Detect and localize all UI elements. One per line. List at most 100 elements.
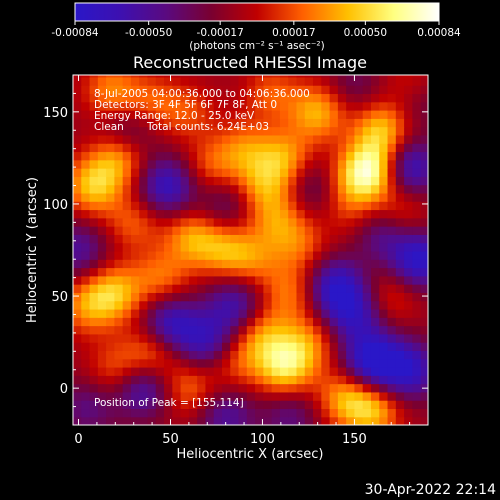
heatmap-cell bbox=[304, 168, 314, 177]
heatmap-cell bbox=[313, 350, 322, 360]
heatmap-cell bbox=[188, 85, 198, 95]
heatmap-cell bbox=[180, 275, 190, 285]
heatmap-cell bbox=[73, 317, 82, 327]
heatmap-cell bbox=[205, 333, 215, 343]
heatmap-cell bbox=[279, 176, 289, 186]
heatmap-cell bbox=[97, 126, 107, 136]
heatmap-cell bbox=[346, 101, 356, 111]
heatmap-cell bbox=[321, 93, 331, 103]
heatmap-cell bbox=[221, 184, 231, 194]
heatmap-cell bbox=[296, 325, 306, 335]
heatmap-cell bbox=[420, 126, 428, 136]
heatmap-cell bbox=[180, 217, 190, 227]
heatmap-cell bbox=[420, 250, 428, 260]
heatmap-cell bbox=[354, 333, 364, 343]
heatmap-cell bbox=[221, 151, 231, 161]
heatmap-cell bbox=[337, 151, 347, 161]
heatmap-cell bbox=[230, 184, 240, 194]
heatmap-cell bbox=[230, 391, 240, 401]
heatmap-cell bbox=[188, 76, 198, 86]
heatmap-cell bbox=[130, 267, 140, 277]
heatmap-cell bbox=[279, 342, 289, 351]
heatmap-cell bbox=[114, 300, 124, 310]
heatmap-cell bbox=[205, 76, 215, 86]
heatmap-cell bbox=[346, 275, 356, 285]
heatmap-cell bbox=[164, 342, 173, 351]
heatmap-cell bbox=[321, 126, 331, 136]
heatmap-cell bbox=[271, 292, 281, 302]
heatmap-cell bbox=[404, 151, 413, 161]
heatmap-cell bbox=[279, 267, 289, 277]
heatmap-cell bbox=[180, 101, 190, 111]
heatmap-cell bbox=[263, 101, 273, 111]
heatmap-cell bbox=[429, 276, 438, 285]
heatmap-cell bbox=[263, 308, 273, 318]
heatmap-cell bbox=[89, 93, 99, 103]
heatmap-cell bbox=[147, 201, 157, 211]
heatmap-cell bbox=[263, 408, 273, 418]
heatmap-cell bbox=[255, 234, 264, 244]
heatmap-cell bbox=[329, 375, 339, 385]
heatmap-cell bbox=[296, 184, 306, 194]
heatmap-cell bbox=[106, 391, 115, 401]
heatmap-cell bbox=[238, 184, 248, 194]
heatmap-cell bbox=[321, 192, 331, 202]
heatmap-cell bbox=[106, 383, 115, 393]
heatmap-cell bbox=[164, 358, 173, 368]
heatmap-cell bbox=[114, 325, 124, 335]
heatmap-cell bbox=[255, 85, 264, 95]
heatmap-cell bbox=[420, 391, 428, 401]
heatmap-cell bbox=[279, 101, 289, 111]
heatmap-cell bbox=[73, 267, 82, 277]
heatmap-cell bbox=[122, 93, 132, 103]
heatmap-cell bbox=[370, 75, 380, 78]
heatmap-cell bbox=[172, 358, 182, 368]
heatmap-cell bbox=[321, 342, 331, 351]
heatmap-cell bbox=[296, 226, 306, 235]
heatmap-cell bbox=[180, 292, 190, 302]
heatmap-cell bbox=[321, 383, 331, 393]
heatmap-cell bbox=[404, 76, 413, 86]
heatmap-cell bbox=[313, 325, 322, 335]
heatmap-cell bbox=[197, 267, 207, 277]
heatmap-cell bbox=[246, 383, 256, 393]
heatmap-cell bbox=[246, 101, 256, 111]
heatmap-cell bbox=[387, 226, 397, 235]
heatmap-cell bbox=[164, 101, 173, 111]
heatmap-cell bbox=[329, 126, 339, 136]
heatmap-cell bbox=[404, 267, 413, 277]
heatmap-cell bbox=[114, 217, 124, 227]
heatmap-cell bbox=[412, 358, 422, 368]
heatmap-cell bbox=[313, 267, 322, 277]
heatmap-cell bbox=[271, 143, 281, 153]
heatmap-cell bbox=[279, 151, 289, 161]
heatmap-cell bbox=[197, 176, 207, 186]
heatmap-cell bbox=[122, 201, 132, 211]
heatmap-cell bbox=[379, 375, 389, 385]
heatmap-cell bbox=[379, 300, 389, 310]
heatmap-cell bbox=[429, 160, 438, 169]
heatmap-cell bbox=[221, 308, 231, 318]
heatmap-cell bbox=[354, 292, 364, 302]
heatmap-cell bbox=[213, 358, 223, 368]
heatmap-cell bbox=[354, 242, 364, 252]
heatmap-cell bbox=[354, 192, 364, 202]
heatmap-cell bbox=[429, 284, 438, 293]
heatmap-cell bbox=[114, 259, 124, 269]
heatmap-cell bbox=[346, 250, 356, 260]
heatmap-cell bbox=[197, 300, 207, 310]
heatmap-cell bbox=[81, 143, 91, 153]
heatmap-cell bbox=[172, 292, 182, 302]
heatmap-cell bbox=[164, 350, 173, 360]
heatmap-cell bbox=[139, 391, 149, 401]
heatmap-cell bbox=[279, 317, 289, 327]
heatmap-cell bbox=[429, 342, 438, 351]
heatmap-cell bbox=[362, 375, 372, 385]
heatmap-cell bbox=[412, 267, 422, 277]
heatmap-cell bbox=[89, 259, 99, 269]
heatmap-cell bbox=[370, 416, 380, 425]
heatmap-cell bbox=[379, 217, 389, 227]
heatmap-cell bbox=[97, 217, 107, 227]
y-tick-label: 50 bbox=[51, 290, 68, 305]
heatmap-cell bbox=[180, 192, 190, 202]
